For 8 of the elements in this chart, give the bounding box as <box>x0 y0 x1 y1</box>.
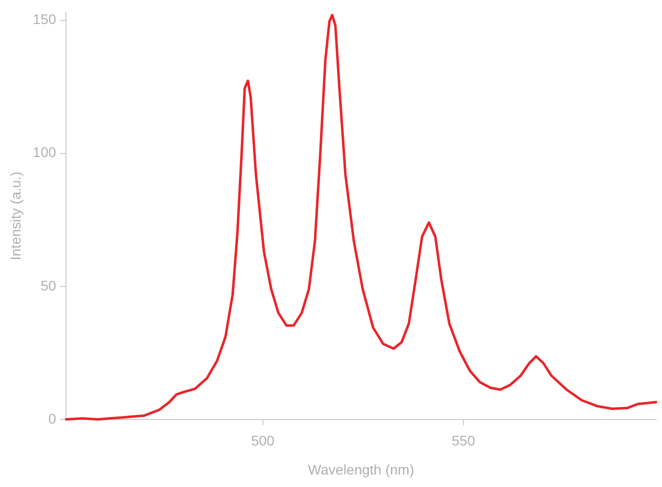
x-tick-label: 500 <box>251 432 275 449</box>
y-tick-label: 50 <box>40 277 56 294</box>
y-tick-label: 0 <box>48 410 56 426</box>
x-axis-title: Wavelength (nm) <box>308 461 414 478</box>
y-tick-label: 150 <box>32 11 56 28</box>
y-tick-label: 100 <box>32 144 56 160</box>
x-tick-label: 550 <box>452 432 476 449</box>
y-axis-title: Intensity (a.u.) <box>7 172 24 260</box>
